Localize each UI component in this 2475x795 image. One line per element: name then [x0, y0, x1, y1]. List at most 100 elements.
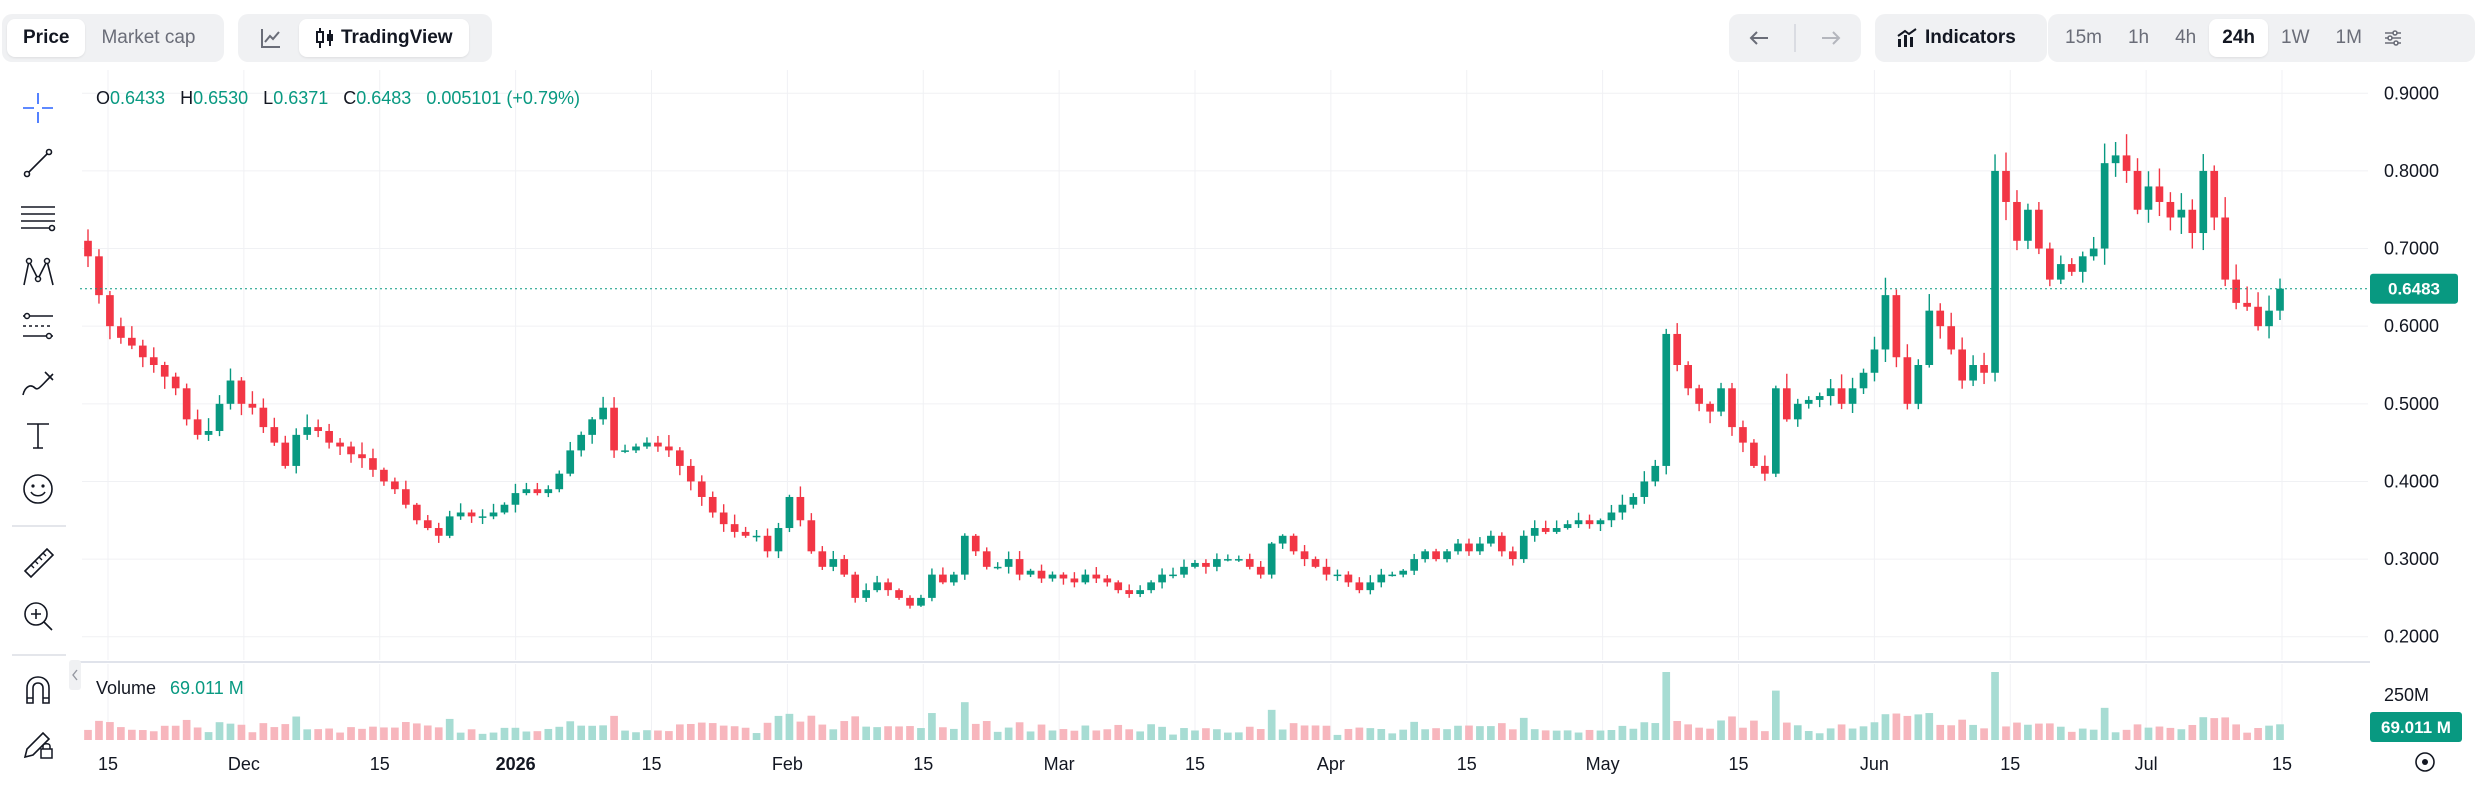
- volume-bar: [1476, 726, 1484, 740]
- volume-bar: [95, 720, 103, 740]
- interval-4h[interactable]: 4h: [2175, 27, 2197, 48]
- volume-bar: [1355, 727, 1364, 740]
- trend-line-tool[interactable]: [16, 141, 60, 185]
- line-chart-button[interactable]: [243, 19, 299, 57]
- y-tick-label: 0.4000: [2384, 471, 2439, 491]
- last-price-label: 0.6483: [2388, 280, 2440, 299]
- crosshair-tool[interactable]: [16, 86, 60, 130]
- candle-body: [2002, 170, 2010, 202]
- magnet-tool[interactable]: [16, 668, 60, 712]
- projection-tool[interactable]: [16, 304, 60, 348]
- volume-bar: [1958, 719, 1966, 740]
- open-value: 0.6433: [110, 88, 166, 108]
- candle-body: [1245, 559, 1254, 567]
- collapse-handle[interactable]: [69, 660, 81, 690]
- volume-bar: [336, 732, 344, 740]
- y-tick-label: 0.6000: [2384, 316, 2439, 336]
- volume-bar: [193, 727, 202, 740]
- interval-1m[interactable]: 1M: [2335, 27, 2362, 48]
- volume-bar: [1629, 728, 1638, 740]
- x-tick-label: May: [1586, 754, 1620, 774]
- candle-body: [2035, 209, 2043, 249]
- x-tick-label: 15: [641, 754, 661, 774]
- volume-bar: [1245, 726, 1254, 740]
- brush-tool[interactable]: [16, 359, 60, 403]
- candle-body: [993, 566, 1002, 569]
- candle-body: [741, 531, 750, 536]
- volume-bar: [1728, 716, 1736, 740]
- candle-body: [1552, 528, 1561, 532]
- volume-bar: [643, 730, 651, 740]
- interval-1w[interactable]: 1W: [2281, 27, 2310, 48]
- candle-body: [347, 446, 355, 455]
- volume-bar: [971, 723, 980, 740]
- volume-bar: [1640, 722, 1649, 740]
- ohlc-legend: O0.6433 H0.6530 L0.6371 C0.6483 0.005101…: [96, 88, 580, 109]
- candle-body: [1180, 566, 1188, 575]
- volume-bar: [149, 731, 158, 740]
- volume-bar: [1892, 713, 1901, 740]
- candle-body: [1136, 590, 1144, 595]
- zoom-tool[interactable]: [16, 594, 60, 638]
- candle-body: [1695, 388, 1703, 404]
- fib-tool[interactable]: [16, 196, 60, 240]
- volume-bar: [128, 729, 136, 740]
- candle-body: [884, 582, 892, 591]
- x-tick-label: 15: [1728, 754, 1748, 774]
- text-tool[interactable]: [16, 413, 60, 457]
- candle-body: [1454, 543, 1462, 552]
- volume-bar: [1903, 715, 1912, 740]
- volume-bar: [752, 733, 761, 740]
- measure-tool[interactable]: [16, 540, 60, 584]
- volume-bar: [2111, 732, 2120, 740]
- candle-body: [1004, 559, 1013, 567]
- volume-bar: [1026, 731, 1035, 740]
- candle-body: [621, 450, 629, 452]
- volume-bar: [577, 725, 586, 740]
- candle-body: [423, 520, 432, 529]
- interval-1h[interactable]: 1h: [2127, 27, 2150, 48]
- volume-bar: [763, 722, 772, 740]
- goto-realtime-button[interactable]: [2415, 752, 2435, 772]
- volume-bar: [1213, 729, 1221, 740]
- emoji-tool[interactable]: [16, 467, 60, 511]
- volume-bar: [588, 725, 596, 740]
- candle-body: [1793, 403, 1802, 420]
- volume-bar: [402, 722, 410, 740]
- candle-body: [1969, 365, 1977, 381]
- redo-button[interactable]: [1806, 19, 1856, 57]
- volume-bar: [467, 729, 476, 740]
- interval-15m[interactable]: 15m: [2065, 27, 2102, 48]
- market-cap-tab[interactable]: Market cap: [101, 27, 196, 48]
- time-axis[interactable]: 15 Dec 15 2026 15 Feb 15 Mar 15 Apr 15 May 15 Jun 15 Ju…: [98, 754, 2292, 774]
- tradingview-button[interactable]: TradingView: [299, 19, 469, 57]
- indicators-button[interactable]: Indicators: [1880, 19, 2032, 57]
- candle-body: [2111, 155, 2120, 164]
- interval-24h[interactable]: 24h: [2209, 19, 2268, 57]
- chart-settings-button[interactable]: [2375, 19, 2411, 57]
- volume-bar: [1234, 732, 1243, 740]
- volume-bar: [1662, 672, 1671, 740]
- lock-drawings-tool[interactable]: [16, 722, 60, 766]
- undo-button[interactable]: [1734, 19, 1784, 57]
- candle-body: [1684, 365, 1692, 389]
- volume-bar: [1289, 723, 1298, 740]
- candle-body: [1651, 465, 1660, 482]
- y-tick-label: 0.2000: [2384, 627, 2439, 647]
- volume-bar: [478, 733, 487, 740]
- candle-body: [1037, 570, 1046, 579]
- volume-bar: [380, 727, 388, 740]
- volume-bar: [1202, 728, 1210, 740]
- volume-bar: [884, 726, 892, 740]
- volume-bar: [1136, 731, 1144, 740]
- candle-body: [1059, 574, 1068, 579]
- volume-bar: [1256, 729, 1265, 740]
- volume-bar: [1158, 726, 1166, 740]
- price-axis[interactable]: 0.2000 0.3000 0.4000 0.5000 0.6000 0.7000 0.80…: [2384, 83, 2439, 646]
- pattern-tool[interactable]: [16, 250, 60, 294]
- candle-body: [1804, 399, 1813, 404]
- arrow-right-icon: [1822, 31, 1841, 45]
- price-tab[interactable]: Price: [7, 19, 86, 57]
- candle-body: [1936, 310, 1945, 327]
